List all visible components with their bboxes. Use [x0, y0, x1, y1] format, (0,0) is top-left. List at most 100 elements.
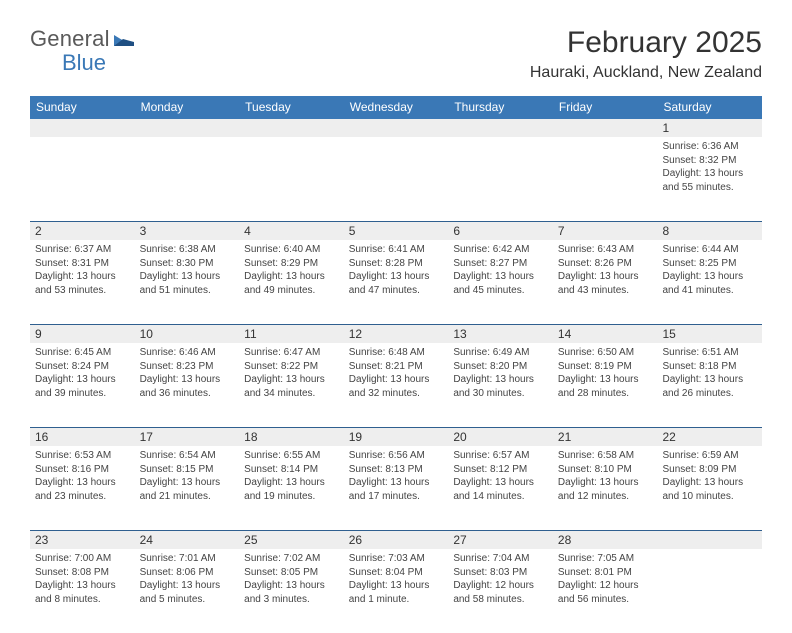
day-header: Saturday [657, 96, 762, 119]
sunrise-line: Sunrise: 6:40 AM [244, 243, 339, 257]
sunset-line: Sunset: 8:01 PM [558, 566, 653, 580]
daylight-line: Daylight: 13 hours and 17 minutes. [349, 476, 444, 503]
sunrise-line: Sunrise: 7:05 AM [558, 552, 653, 566]
daylight-line: Daylight: 12 hours and 56 minutes. [558, 579, 653, 606]
day-number: 21 [553, 428, 658, 446]
sunrise-line: Sunrise: 7:03 AM [349, 552, 444, 566]
sunset-line: Sunset: 8:04 PM [349, 566, 444, 580]
calendar-cell: Sunrise: 6:55 AMSunset: 8:14 PMDaylight:… [239, 446, 344, 530]
calendar-cell: Sunrise: 7:03 AMSunset: 8:04 PMDaylight:… [344, 549, 449, 633]
calendar-cell [448, 137, 553, 221]
sunset-line: Sunset: 8:28 PM [349, 257, 444, 271]
day-number [135, 119, 240, 137]
calendar-cell: Sunrise: 6:46 AMSunset: 8:23 PMDaylight:… [135, 343, 240, 427]
sunset-line: Sunset: 8:03 PM [453, 566, 548, 580]
daylight-line: Daylight: 13 hours and 41 minutes. [662, 270, 757, 297]
week-row: Sunrise: 7:00 AMSunset: 8:08 PMDaylight:… [30, 549, 762, 633]
daylight-line: Daylight: 13 hours and 8 minutes. [35, 579, 130, 606]
sunset-line: Sunset: 8:22 PM [244, 360, 339, 374]
page-title: February 2025 [530, 26, 762, 60]
calendar-cell: Sunrise: 6:42 AMSunset: 8:27 PMDaylight:… [448, 240, 553, 324]
calendar-cell [239, 137, 344, 221]
day-number: 24 [135, 531, 240, 549]
sunset-line: Sunset: 8:32 PM [662, 154, 757, 168]
day-header: Sunday [30, 96, 135, 119]
calendar-cell: Sunrise: 6:54 AMSunset: 8:15 PMDaylight:… [135, 446, 240, 530]
sunrise-line: Sunrise: 6:54 AM [140, 449, 235, 463]
day-number: 17 [135, 428, 240, 446]
calendar-cell: Sunrise: 6:50 AMSunset: 8:19 PMDaylight:… [553, 343, 658, 427]
sunrise-line: Sunrise: 6:43 AM [558, 243, 653, 257]
daylight-line: Daylight: 13 hours and 14 minutes. [453, 476, 548, 503]
day-number: 14 [553, 325, 658, 343]
week-row: Sunrise: 6:53 AMSunset: 8:16 PMDaylight:… [30, 446, 762, 530]
daylight-line: Daylight: 13 hours and 47 minutes. [349, 270, 444, 297]
calendar-cell: Sunrise: 6:40 AMSunset: 8:29 PMDaylight:… [239, 240, 344, 324]
sunset-line: Sunset: 8:16 PM [35, 463, 130, 477]
sunrise-line: Sunrise: 7:02 AM [244, 552, 339, 566]
calendar-cell: Sunrise: 7:01 AMSunset: 8:06 PMDaylight:… [135, 549, 240, 633]
calendar-cell: Sunrise: 6:58 AMSunset: 8:10 PMDaylight:… [553, 446, 658, 530]
sunset-line: Sunset: 8:12 PM [453, 463, 548, 477]
daylight-line: Daylight: 13 hours and 23 minutes. [35, 476, 130, 503]
day-header: Monday [135, 96, 240, 119]
calendar-cell: Sunrise: 6:44 AMSunset: 8:25 PMDaylight:… [657, 240, 762, 324]
sunrise-line: Sunrise: 7:04 AM [453, 552, 548, 566]
flag-icon [114, 32, 134, 48]
daylight-line: Daylight: 13 hours and 43 minutes. [558, 270, 653, 297]
calendar-cell: Sunrise: 6:41 AMSunset: 8:28 PMDaylight:… [344, 240, 449, 324]
sunrise-line: Sunrise: 6:56 AM [349, 449, 444, 463]
sunrise-line: Sunrise: 6:42 AM [453, 243, 548, 257]
daynum-row: 1 [30, 119, 762, 137]
sunset-line: Sunset: 8:30 PM [140, 257, 235, 271]
daylight-line: Daylight: 13 hours and 30 minutes. [453, 373, 548, 400]
day-number: 7 [553, 222, 658, 240]
day-header: Tuesday [239, 96, 344, 119]
day-number: 6 [448, 222, 553, 240]
day-number: 22 [657, 428, 762, 446]
calendar-cell [135, 137, 240, 221]
sunset-line: Sunset: 8:23 PM [140, 360, 235, 374]
sunset-line: Sunset: 8:27 PM [453, 257, 548, 271]
daynum-row: 232425262728 [30, 531, 762, 549]
calendar-cell [553, 137, 658, 221]
daylight-line: Daylight: 13 hours and 26 minutes. [662, 373, 757, 400]
sunrise-line: Sunrise: 6:36 AM [662, 140, 757, 154]
header: General Blue February 2025 Hauraki, Auck… [0, 0, 792, 86]
sunrise-line: Sunrise: 6:38 AM [140, 243, 235, 257]
day-number: 5 [344, 222, 449, 240]
sunset-line: Sunset: 8:15 PM [140, 463, 235, 477]
calendar-cell: Sunrise: 6:48 AMSunset: 8:21 PMDaylight:… [344, 343, 449, 427]
daylight-line: Daylight: 13 hours and 34 minutes. [244, 373, 339, 400]
daylight-line: Daylight: 13 hours and 51 minutes. [140, 270, 235, 297]
sunrise-line: Sunrise: 6:59 AM [662, 449, 757, 463]
day-number: 4 [239, 222, 344, 240]
day-number [239, 119, 344, 137]
day-number: 19 [344, 428, 449, 446]
sunset-line: Sunset: 8:13 PM [349, 463, 444, 477]
day-number [344, 119, 449, 137]
calendar-cell: Sunrise: 7:00 AMSunset: 8:08 PMDaylight:… [30, 549, 135, 633]
day-header: Thursday [448, 96, 553, 119]
logo: General Blue [30, 26, 136, 52]
logo-text-blue: Blue [62, 50, 106, 76]
calendar-cell: Sunrise: 6:57 AMSunset: 8:12 PMDaylight:… [448, 446, 553, 530]
calendar-cell: Sunrise: 6:36 AMSunset: 8:32 PMDaylight:… [657, 137, 762, 221]
day-number [448, 119, 553, 137]
sunset-line: Sunset: 8:06 PM [140, 566, 235, 580]
daylight-line: Daylight: 13 hours and 53 minutes. [35, 270, 130, 297]
daylight-line: Daylight: 13 hours and 3 minutes. [244, 579, 339, 606]
sunrise-line: Sunrise: 6:53 AM [35, 449, 130, 463]
daylight-line: Daylight: 13 hours and 5 minutes. [140, 579, 235, 606]
sunset-line: Sunset: 8:31 PM [35, 257, 130, 271]
day-number: 2 [30, 222, 135, 240]
calendar-cell: Sunrise: 6:51 AMSunset: 8:18 PMDaylight:… [657, 343, 762, 427]
calendar-cell: Sunrise: 6:59 AMSunset: 8:09 PMDaylight:… [657, 446, 762, 530]
day-number: 11 [239, 325, 344, 343]
sunset-line: Sunset: 8:14 PM [244, 463, 339, 477]
daylight-line: Daylight: 13 hours and 19 minutes. [244, 476, 339, 503]
day-number: 13 [448, 325, 553, 343]
sunset-line: Sunset: 8:09 PM [662, 463, 757, 477]
day-number [553, 119, 658, 137]
sunrise-line: Sunrise: 6:58 AM [558, 449, 653, 463]
